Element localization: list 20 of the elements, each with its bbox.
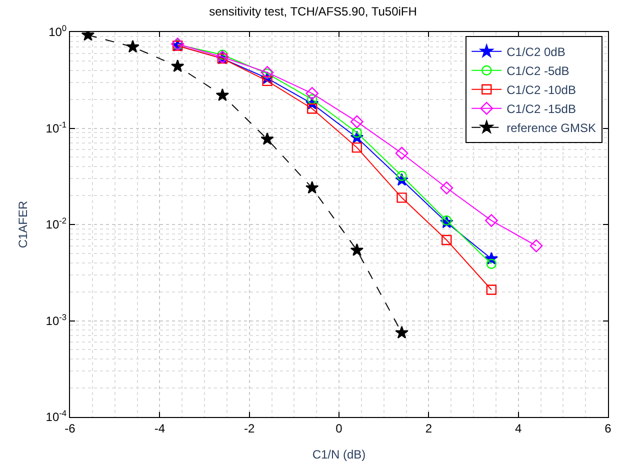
legend-label: C1/C2 0dB bbox=[506, 45, 566, 60]
x-tick-label: -4 bbox=[154, 421, 166, 436]
y-tick-label: 10$^{-4}$ bbox=[46, 408, 67, 424]
x-tick-label: 6 bbox=[604, 421, 612, 436]
chart-title: sensitivity test, TCH/AFS5.90, Tu50iFH bbox=[209, 4, 417, 18]
x-tick-label: -2 bbox=[244, 421, 255, 436]
y-tick-label: 10$^{-3}$ bbox=[46, 312, 67, 328]
x-tick-label: 2 bbox=[425, 421, 432, 436]
y-tick-label: 10$^{-2}$ bbox=[46, 216, 67, 232]
legend-label: reference GMSK bbox=[506, 121, 596, 136]
legend-label: C1/C2 -15dB bbox=[506, 102, 576, 116]
legend-label: C1/C2 -5dB bbox=[506, 64, 570, 78]
x-tick-label: 0 bbox=[336, 421, 343, 436]
legend-label: C1/C2 -10dB bbox=[506, 83, 576, 98]
x-tick-label: -6 bbox=[64, 421, 76, 436]
y-tick-label: 10$^{0}$ bbox=[48, 23, 67, 40]
x-tick-label: 4 bbox=[514, 421, 522, 436]
y-tick-label: 10$^{-1}$ bbox=[46, 119, 67, 136]
x-axis-title: C1/N (dB) bbox=[312, 447, 366, 462]
y-axis-title: C1AFER bbox=[16, 200, 30, 248]
